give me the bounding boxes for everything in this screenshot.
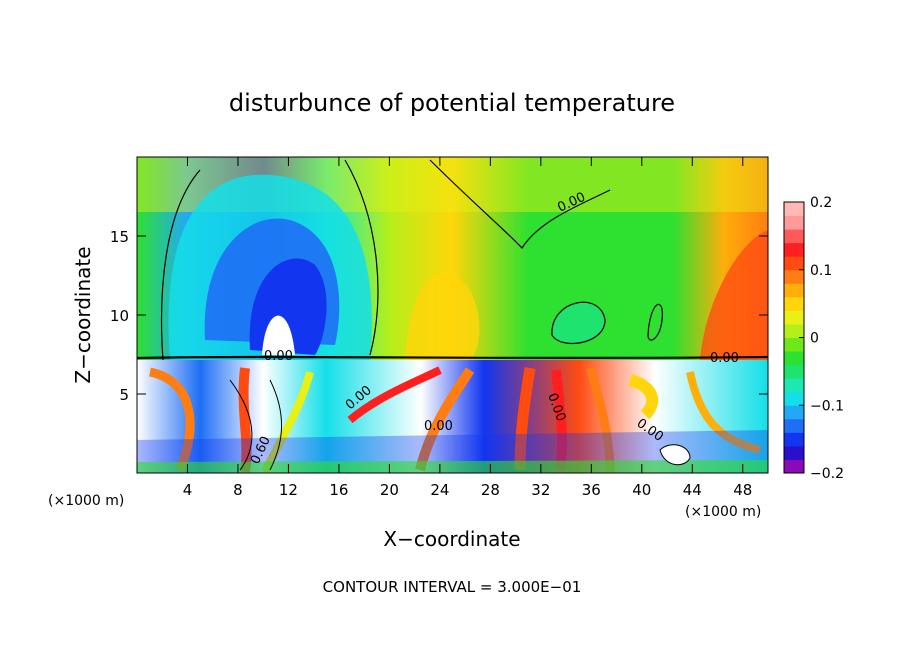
colorbar-swatch <box>784 418 804 433</box>
x-axis: 4 8 12 16 20 24 28 32 36 40 44 48 <box>183 157 752 499</box>
colorbar-swatch <box>784 202 804 217</box>
x-tick-label: 48 <box>733 481 752 499</box>
x-tick-label: 44 <box>683 481 702 499</box>
colorbar-swatch <box>784 269 804 284</box>
x-tick-label: 16 <box>329 481 348 499</box>
y-tick-label: 5 <box>119 386 129 404</box>
x-tick-label: 32 <box>531 481 550 499</box>
x-tick-label: 8 <box>233 481 243 499</box>
colorbar-swatch <box>784 229 804 244</box>
colorbar-swatch <box>784 405 804 420</box>
colorbar-tick-label: −0.2 <box>810 466 844 482</box>
x-tick-label: 24 <box>430 481 449 499</box>
colorbar-swatch <box>784 256 804 271</box>
colorbar-swatch <box>784 445 804 460</box>
x-tick-label: 40 <box>632 481 651 499</box>
colorbar-swatch <box>784 351 804 366</box>
y-axis-label: Z−coordinate <box>71 246 95 383</box>
colorbar-swatch <box>784 310 804 325</box>
y-axis: 5 10 15 <box>110 228 768 404</box>
x-tick-label: 20 <box>380 481 399 499</box>
colorbar-swatch <box>784 391 804 406</box>
colorbar-swatch <box>784 242 804 257</box>
x-unit-right: (×1000 m) <box>685 504 761 520</box>
colorbar-swatch <box>784 215 804 230</box>
contour-label: 0.00 <box>710 351 739 366</box>
colorbar-swatch <box>784 432 804 447</box>
x-axis-label: X−coordinate <box>383 527 520 551</box>
colorbar-swatch <box>784 459 804 474</box>
colorbar-tick-label: 0 <box>810 331 819 347</box>
colorbar-swatch <box>784 337 804 352</box>
colorbar-swatch <box>784 283 804 298</box>
x-tick-label: 36 <box>582 481 601 499</box>
colorbar-tick-label: 0.2 <box>810 195 832 211</box>
y-tick-label: 10 <box>110 307 129 325</box>
colorbar-swatch <box>784 296 804 311</box>
x-tick-label: 12 <box>279 481 298 499</box>
colorbar-tick-label: 0.1 <box>810 263 832 279</box>
colorbar-swatch <box>784 364 804 379</box>
x-unit-left: (×1000 m) <box>48 493 124 509</box>
heatmap-field <box>137 157 768 473</box>
x-tick-label: 4 <box>183 481 193 499</box>
colorbar-swatch <box>784 378 804 393</box>
colorbar-swatch <box>784 323 804 338</box>
contour-label: 0.00 <box>264 349 293 364</box>
x-tick-label: 28 <box>481 481 500 499</box>
colorbar-labels: 0.2 0.1 0 −0.1 −0.2 <box>799 195 844 482</box>
colorbar-tick-label: −0.1 <box>810 398 844 414</box>
chart-title: disturbunce of potential temperature <box>229 89 675 117</box>
y-tick-label: 15 <box>110 228 129 246</box>
colorbar <box>784 202 804 474</box>
contour-interval-note: CONTOUR INTERVAL = 3.000E−01 <box>323 578 582 596</box>
contour-label: 0.00 <box>424 419 453 434</box>
